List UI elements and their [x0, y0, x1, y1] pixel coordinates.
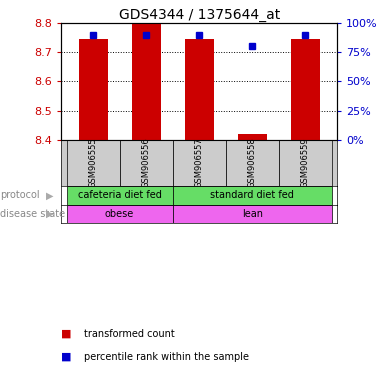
- Bar: [291, 39, 320, 140]
- FancyBboxPatch shape: [119, 140, 173, 186]
- FancyBboxPatch shape: [67, 140, 119, 186]
- Text: lean: lean: [242, 209, 263, 218]
- Title: GDS4344 / 1375644_at: GDS4344 / 1375644_at: [118, 8, 280, 22]
- Text: protocol: protocol: [0, 190, 39, 200]
- FancyBboxPatch shape: [67, 205, 173, 223]
- Text: obese: obese: [105, 209, 134, 218]
- Text: GSM906557: GSM906557: [195, 138, 204, 189]
- Bar: [237, 134, 267, 140]
- Text: GSM906558: GSM906558: [248, 138, 257, 189]
- FancyBboxPatch shape: [173, 205, 332, 223]
- Text: GSM906556: GSM906556: [142, 138, 151, 189]
- Bar: [185, 39, 214, 140]
- Bar: [131, 25, 161, 140]
- Text: ■: ■: [61, 352, 72, 362]
- FancyBboxPatch shape: [173, 140, 226, 186]
- FancyBboxPatch shape: [279, 140, 332, 186]
- Text: standard diet fed: standard diet fed: [210, 190, 294, 200]
- Text: GSM906559: GSM906559: [301, 138, 310, 189]
- Text: ▶: ▶: [46, 190, 54, 200]
- Text: cafeteria diet fed: cafeteria diet fed: [78, 190, 162, 200]
- FancyBboxPatch shape: [173, 186, 332, 205]
- Bar: [79, 39, 108, 140]
- Text: disease state: disease state: [0, 209, 65, 218]
- Text: percentile rank within the sample: percentile rank within the sample: [84, 352, 249, 362]
- Text: ■: ■: [61, 329, 72, 339]
- Text: transformed count: transformed count: [84, 329, 175, 339]
- FancyBboxPatch shape: [226, 140, 279, 186]
- Text: GSM906555: GSM906555: [88, 138, 98, 189]
- Text: ▶: ▶: [46, 209, 54, 218]
- FancyBboxPatch shape: [67, 186, 173, 205]
